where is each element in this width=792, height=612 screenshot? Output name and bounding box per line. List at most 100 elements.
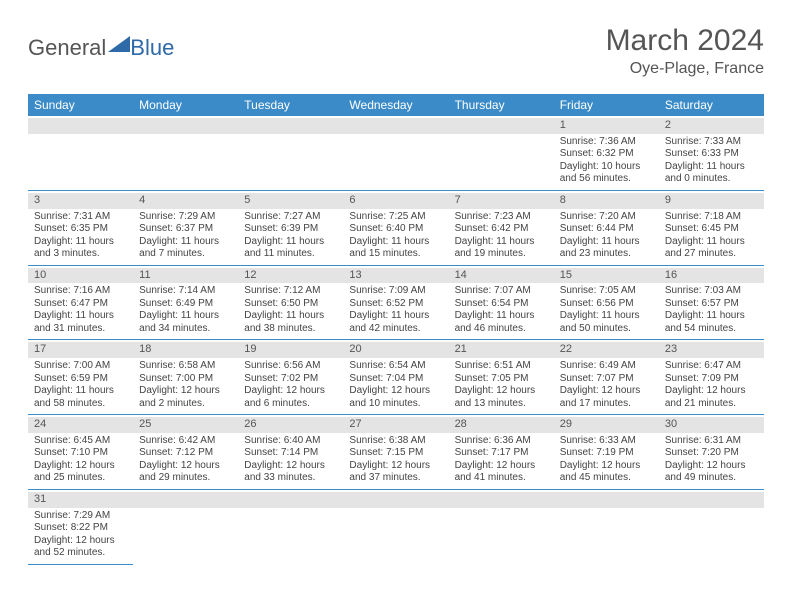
daylight-text: Daylight: 12 hours and 33 minutes. bbox=[244, 460, 337, 485]
empty-day-number bbox=[238, 118, 343, 134]
calendar-cell: 9Sunrise: 7:18 AMSunset: 6:45 PMDaylight… bbox=[659, 190, 764, 265]
sunset-text: Sunset: 6:40 PM bbox=[349, 223, 442, 236]
sunrise-text: Sunrise: 6:47 AM bbox=[665, 360, 758, 373]
sunset-text: Sunset: 6:57 PM bbox=[665, 298, 758, 311]
sunrise-text: Sunrise: 6:54 AM bbox=[349, 360, 442, 373]
day-number: 18 bbox=[133, 342, 238, 358]
day-content: 21Sunrise: 6:51 AMSunset: 7:05 PMDayligh… bbox=[449, 340, 554, 414]
calendar-cell: 21Sunrise: 6:51 AMSunset: 7:05 PMDayligh… bbox=[449, 340, 554, 415]
calendar-week-row: 31Sunrise: 7:29 AMSunset: 8:22 PMDayligh… bbox=[28, 489, 764, 564]
weekday-header: Monday bbox=[133, 94, 238, 116]
day-number: 30 bbox=[659, 417, 764, 433]
daylight-text: Daylight: 11 hours and 15 minutes. bbox=[349, 236, 442, 261]
daylight-text: Daylight: 11 hours and 23 minutes. bbox=[560, 236, 653, 261]
weekday-header: Friday bbox=[554, 94, 659, 116]
day-content: 19Sunrise: 6:56 AMSunset: 7:02 PMDayligh… bbox=[238, 340, 343, 414]
day-content: 20Sunrise: 6:54 AMSunset: 7:04 PMDayligh… bbox=[343, 340, 448, 414]
calendar-cell: 20Sunrise: 6:54 AMSunset: 7:04 PMDayligh… bbox=[343, 340, 448, 415]
daylight-text: Daylight: 11 hours and 3 minutes. bbox=[34, 236, 127, 261]
calendar-cell bbox=[343, 489, 448, 564]
calendar-cell: 5Sunrise: 7:27 AMSunset: 6:39 PMDaylight… bbox=[238, 190, 343, 265]
sunrise-text: Sunrise: 6:45 AM bbox=[34, 435, 127, 448]
sunrise-text: Sunrise: 6:40 AM bbox=[244, 435, 337, 448]
day-number: 15 bbox=[554, 268, 659, 284]
calendar-body: 1Sunrise: 7:36 AMSunset: 6:32 PMDaylight… bbox=[28, 116, 764, 564]
sunset-text: Sunset: 7:07 PM bbox=[560, 373, 653, 386]
day-content: 13Sunrise: 7:09 AMSunset: 6:52 PMDayligh… bbox=[343, 266, 448, 340]
day-number: 16 bbox=[659, 268, 764, 284]
day-content: 11Sunrise: 7:14 AMSunset: 6:49 PMDayligh… bbox=[133, 266, 238, 340]
day-number: 21 bbox=[449, 342, 554, 358]
daylight-text: Daylight: 12 hours and 49 minutes. bbox=[665, 460, 758, 485]
day-number: 26 bbox=[238, 417, 343, 433]
calendar-cell bbox=[659, 489, 764, 564]
sunrise-text: Sunrise: 7:05 AM bbox=[560, 285, 653, 298]
empty-day-number bbox=[28, 118, 133, 134]
day-content: 25Sunrise: 6:42 AMSunset: 7:12 PMDayligh… bbox=[133, 415, 238, 489]
calendar-cell: 22Sunrise: 6:49 AMSunset: 7:07 PMDayligh… bbox=[554, 340, 659, 415]
daylight-text: Daylight: 11 hours and 19 minutes. bbox=[455, 236, 548, 261]
calendar-week-row: 24Sunrise: 6:45 AMSunset: 7:10 PMDayligh… bbox=[28, 415, 764, 490]
sunset-text: Sunset: 6:37 PM bbox=[139, 223, 232, 236]
sunset-text: Sunset: 7:09 PM bbox=[665, 373, 758, 386]
calendar-cell bbox=[449, 489, 554, 564]
daylight-text: Daylight: 11 hours and 42 minutes. bbox=[349, 310, 442, 335]
calendar-cell bbox=[238, 489, 343, 564]
day-content: 12Sunrise: 7:12 AMSunset: 6:50 PMDayligh… bbox=[238, 266, 343, 340]
sunset-text: Sunset: 6:39 PM bbox=[244, 223, 337, 236]
sunrise-text: Sunrise: 7:33 AM bbox=[665, 136, 758, 149]
daylight-text: Daylight: 11 hours and 54 minutes. bbox=[665, 310, 758, 335]
daylight-text: Daylight: 11 hours and 7 minutes. bbox=[139, 236, 232, 261]
daylight-text: Daylight: 12 hours and 25 minutes. bbox=[34, 460, 127, 485]
empty-day-number bbox=[449, 118, 554, 134]
sunset-text: Sunset: 6:47 PM bbox=[34, 298, 127, 311]
sunset-text: Sunset: 7:17 PM bbox=[455, 447, 548, 460]
sunrise-text: Sunrise: 7:20 AM bbox=[560, 211, 653, 224]
calendar-cell: 2Sunrise: 7:33 AMSunset: 6:33 PMDaylight… bbox=[659, 116, 764, 190]
calendar-cell: 7Sunrise: 7:23 AMSunset: 6:42 PMDaylight… bbox=[449, 190, 554, 265]
calendar-cell bbox=[449, 116, 554, 190]
sunrise-text: Sunrise: 7:31 AM bbox=[34, 211, 127, 224]
day-content: 27Sunrise: 6:38 AMSunset: 7:15 PMDayligh… bbox=[343, 415, 448, 489]
empty-day-number bbox=[659, 492, 764, 508]
day-number: 25 bbox=[133, 417, 238, 433]
calendar-cell: 24Sunrise: 6:45 AMSunset: 7:10 PMDayligh… bbox=[28, 415, 133, 490]
calendar-cell: 30Sunrise: 6:31 AMSunset: 7:20 PMDayligh… bbox=[659, 415, 764, 490]
empty-day-number bbox=[343, 118, 448, 134]
day-number: 31 bbox=[28, 492, 133, 508]
sunrise-text: Sunrise: 6:33 AM bbox=[560, 435, 653, 448]
calendar-cell: 19Sunrise: 6:56 AMSunset: 7:02 PMDayligh… bbox=[238, 340, 343, 415]
calendar-cell: 6Sunrise: 7:25 AMSunset: 6:40 PMDaylight… bbox=[343, 190, 448, 265]
empty-day-number bbox=[133, 492, 238, 508]
calendar-week-row: 17Sunrise: 7:00 AMSunset: 6:59 PMDayligh… bbox=[28, 340, 764, 415]
daylight-text: Daylight: 12 hours and 10 minutes. bbox=[349, 385, 442, 410]
sunset-text: Sunset: 6:59 PM bbox=[34, 373, 127, 386]
calendar-cell: 18Sunrise: 6:58 AMSunset: 7:00 PMDayligh… bbox=[133, 340, 238, 415]
day-content: 6Sunrise: 7:25 AMSunset: 6:40 PMDaylight… bbox=[343, 191, 448, 265]
location: Oye-Plage, France bbox=[606, 60, 764, 78]
daylight-text: Daylight: 11 hours and 58 minutes. bbox=[34, 385, 127, 410]
day-number: 20 bbox=[343, 342, 448, 358]
empty-day-number bbox=[133, 118, 238, 134]
daylight-text: Daylight: 11 hours and 50 minutes. bbox=[560, 310, 653, 335]
daylight-text: Daylight: 11 hours and 11 minutes. bbox=[244, 236, 337, 261]
day-content: 9Sunrise: 7:18 AMSunset: 6:45 PMDaylight… bbox=[659, 191, 764, 265]
empty-day-number bbox=[554, 492, 659, 508]
sunrise-text: Sunrise: 7:36 AM bbox=[560, 136, 653, 149]
calendar-cell: 17Sunrise: 7:00 AMSunset: 6:59 PMDayligh… bbox=[28, 340, 133, 415]
calendar-cell bbox=[133, 116, 238, 190]
calendar-cell: 28Sunrise: 6:36 AMSunset: 7:17 PMDayligh… bbox=[449, 415, 554, 490]
sunset-text: Sunset: 6:44 PM bbox=[560, 223, 653, 236]
day-number: 5 bbox=[238, 193, 343, 209]
calendar-cell bbox=[28, 116, 133, 190]
daylight-text: Daylight: 12 hours and 52 minutes. bbox=[34, 535, 127, 560]
day-content: 28Sunrise: 6:36 AMSunset: 7:17 PMDayligh… bbox=[449, 415, 554, 489]
day-number: 13 bbox=[343, 268, 448, 284]
day-content: 18Sunrise: 6:58 AMSunset: 7:00 PMDayligh… bbox=[133, 340, 238, 414]
sunrise-text: Sunrise: 7:14 AM bbox=[139, 285, 232, 298]
weekday-header: Tuesday bbox=[238, 94, 343, 116]
calendar-week-row: 3Sunrise: 7:31 AMSunset: 6:35 PMDaylight… bbox=[28, 190, 764, 265]
day-content: 15Sunrise: 7:05 AMSunset: 6:56 PMDayligh… bbox=[554, 266, 659, 340]
day-number: 8 bbox=[554, 193, 659, 209]
title-block: March 2024 Oye-Plage, France bbox=[606, 24, 764, 78]
